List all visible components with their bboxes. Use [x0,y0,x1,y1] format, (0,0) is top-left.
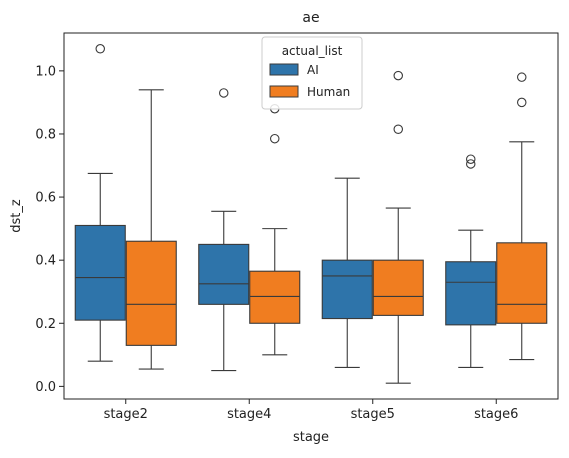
x-axis-label: stage [293,430,329,445]
outlier-point [516,97,527,108]
outlier-point [516,72,527,82]
chart-title: ae [302,10,319,26]
box-ai-stage2 [74,44,126,362]
x-tick-label: stage4 [227,407,271,422]
box-ai-stage6 [445,154,497,368]
outlier-point [269,133,280,144]
outlier-point [393,124,403,134]
outlier-point [219,88,229,98]
legend: actual_list AI Human [261,36,363,110]
legend-label-human: Human [307,85,350,99]
box-human-stage6 [496,72,548,361]
y-tick-label: 0.8 [35,127,56,142]
y-tick-label: 0.6 [35,191,56,206]
y-tick-label: 0.0 [35,380,56,395]
box-iqr [496,242,548,324]
outlier-point [95,44,106,54]
x-axis: stage2 stage4 stage5 stage6 [104,399,518,422]
x-tick-label: stage6 [474,407,518,422]
box-series-group [74,44,548,384]
legend-title: actual_list [282,44,343,58]
box-iqr [321,259,373,320]
box-iqr [125,240,177,346]
box-iqr [249,270,301,324]
x-tick-label: stage5 [351,407,395,422]
box-iqr [372,259,424,316]
box-human-stage4 [249,103,301,356]
outlier-point [465,154,476,164]
box-iqr [445,261,497,326]
box-human-stage5 [372,70,424,384]
box-human-stage2 [125,89,177,370]
y-tick-label: 0.2 [35,317,56,332]
box-ai-stage5 [321,177,373,368]
y-axis: 0.0 0.2 0.4 0.6 0.8 1.0 [35,64,64,395]
outlier-point [393,70,403,81]
plot-area-frame [63,32,559,400]
box-iqr [198,243,250,305]
x-tick-label: stage2 [104,407,148,422]
box-ai-stage4 [198,88,250,372]
y-tick-label: 1.0 [35,64,56,79]
box-iqr [74,224,126,321]
y-tick-label: 0.4 [35,254,56,269]
y-axis-label: dst_z [9,199,24,233]
legend-label-ai: AI [307,63,319,77]
outlier-point [465,159,476,169]
legend-swatch-human [269,85,299,98]
legend-swatch-ai [269,63,299,76]
